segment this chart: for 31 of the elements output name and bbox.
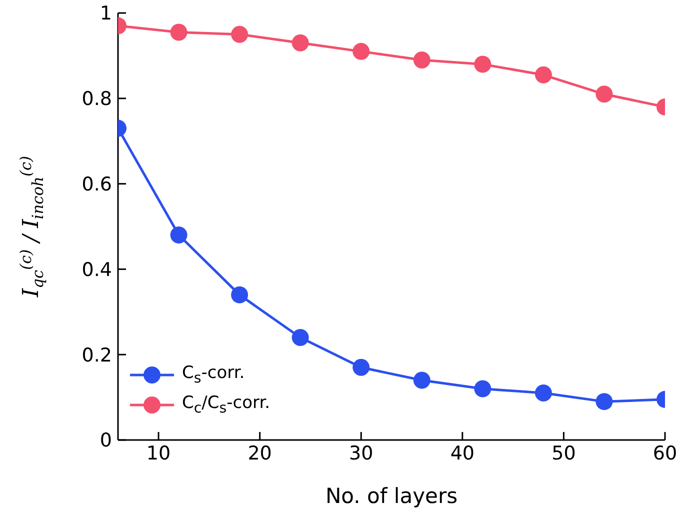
point [292,34,309,52]
point [352,358,370,376]
point [596,86,613,103]
x-tick-label: 60 [652,442,676,464]
point [596,393,613,410]
y-tick-label: 0.8 [82,88,112,110]
point [413,372,430,389]
point [413,51,430,68]
point [231,286,248,304]
x-tick-label: 40 [450,442,474,464]
point [534,66,552,84]
y-tick-label: 0.2 [82,344,112,366]
point [231,26,248,43]
y-tick-label: 0.6 [82,174,112,196]
legend-label: C$_{s}$-corr. [182,363,245,387]
point [474,380,492,398]
x-tick-label: 50 [552,442,576,464]
x-tick-label: 30 [349,442,374,464]
y-tick-label: 1 [100,2,112,25]
y-tick-label: 0.4 [82,258,112,281]
x-axis-title: No. of layers [325,484,458,508]
x-tick-label: 20 [248,442,272,464]
point [534,384,552,402]
legend-label: C$_{c}$/C$_{s}$-corr. [182,393,270,417]
point [292,329,309,346]
point [352,42,370,60]
point [170,24,188,41]
point [170,226,188,244]
x-tick-label: 10 [146,442,171,464]
y-tick-label: 0 [100,430,112,452]
point [474,56,492,73]
